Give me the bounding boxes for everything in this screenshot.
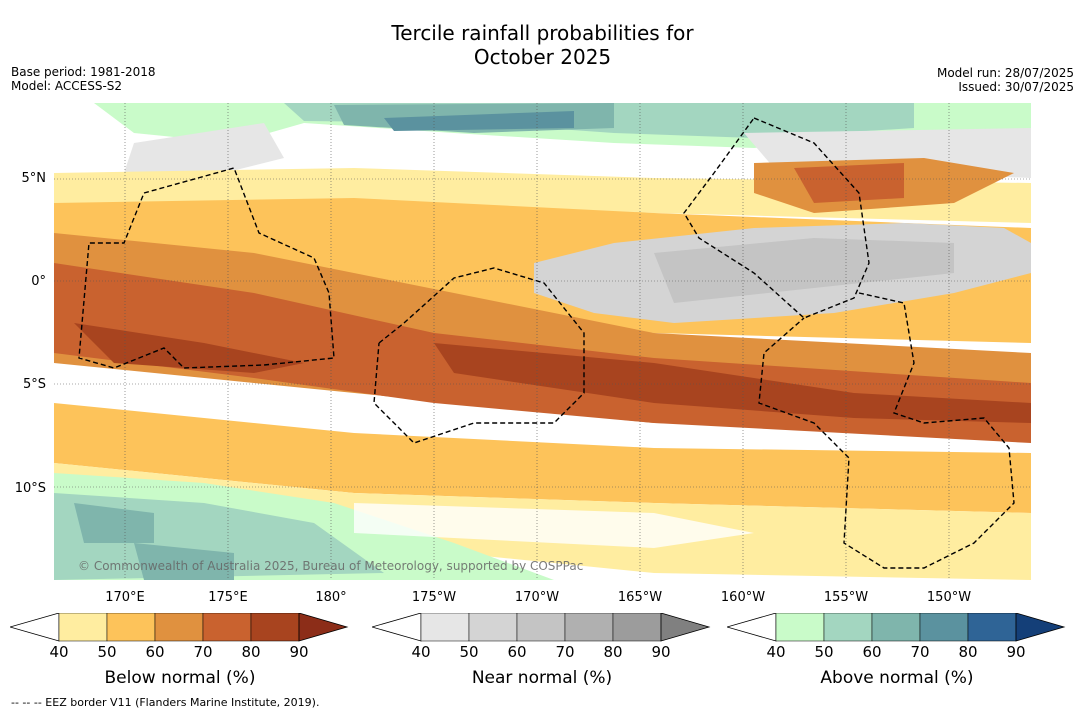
meta-left: Base period: 1981-2018 Model: ACCESS-S2 <box>11 65 156 93</box>
below-bin-50 <box>106 613 156 642</box>
near-bin-80 <box>612 613 662 642</box>
near-bin-50 <box>468 613 518 642</box>
map-title: Tercile rainfall probabilities for Octob… <box>0 21 1085 69</box>
normal-gap-south <box>354 503 754 548</box>
near-tick-90: 90 <box>651 643 671 661</box>
near-extend-high <box>660 613 711 642</box>
above-tick-40: 40 <box>766 643 786 661</box>
above-tick-90: 90 <box>1006 643 1026 661</box>
eez-footnote: -- -- -- EEZ border V11 (Flanders Marine… <box>11 696 320 709</box>
above-tick-70: 70 <box>910 643 930 661</box>
title-line-1: Tercile rainfall probabilities for <box>391 21 694 45</box>
above-tick-60: 60 <box>862 643 882 661</box>
colorbar-above-normal <box>727 613 1066 642</box>
issued-date: Issued: 30/07/2025 <box>958 80 1074 94</box>
below-tick-80: 80 <box>241 643 261 661</box>
near-bin-70 <box>564 613 614 642</box>
near-extend-low <box>372 613 422 642</box>
below-tick-60: 60 <box>145 643 165 661</box>
above-normal-south-strong-2 <box>134 543 234 580</box>
lat-label-10s: 10°S <box>14 481 46 496</box>
eez-border-line-islands-north <box>683 117 870 319</box>
near-tick-70: 70 <box>555 643 575 661</box>
near-tick-40: 40 <box>411 643 431 661</box>
copyright-notice: © Commonwealth of Australia 2025, Bureau… <box>78 559 584 573</box>
below-tick-40: 40 <box>49 643 69 661</box>
above-bin-60 <box>871 613 921 642</box>
graticule <box>54 103 1031 580</box>
above-normal-south-strong <box>74 503 154 543</box>
above-extend-high <box>1015 613 1066 642</box>
lon-label-175e: 175°E <box>208 590 248 605</box>
below-extend-low <box>10 613 60 642</box>
lon-label-165w: 165°W <box>617 590 663 605</box>
near-tick-50: 50 <box>459 643 479 661</box>
lon-label-155w: 155°W <box>823 590 869 605</box>
above-bin-70 <box>919 613 969 642</box>
lon-label-150w: 150°W <box>926 590 972 605</box>
near-normal-north-patch-west <box>124 123 284 178</box>
colorbar-near-normal <box>372 613 711 642</box>
lat-label-0: 0° <box>31 274 46 289</box>
above-extend-low <box>727 613 777 642</box>
map-svg <box>54 103 1031 580</box>
near-tick-60: 60 <box>507 643 527 661</box>
below-bin-70 <box>202 613 252 642</box>
below-bin-40 <box>58 613 108 642</box>
base-period: Base period: 1981-2018 <box>11 65 156 79</box>
below-tick-90: 90 <box>289 643 309 661</box>
lon-label-160w: 160°W <box>720 590 766 605</box>
meta-right: Model run: 28/07/2025 Issued: 30/07/2025 <box>937 66 1074 94</box>
below-bin-80 <box>250 613 300 642</box>
colorbar-title-near: Near normal (%) <box>471 668 613 688</box>
above-bin-40 <box>775 613 825 642</box>
colorbar-below-normal <box>10 613 349 642</box>
eez-border-phoenix <box>373 267 585 444</box>
eez-borders <box>78 117 1015 569</box>
lon-label-180: 180° <box>315 590 347 605</box>
lat-label-5n: 5°N <box>21 171 47 186</box>
model-run: Model run: 28/07/2025 <box>936 66 1074 80</box>
below-tick-50: 50 <box>97 643 117 661</box>
title-line-2: October 2025 <box>473 45 612 69</box>
above-tick-50: 50 <box>814 643 834 661</box>
near-bin-40 <box>420 613 470 642</box>
below-bin-60 <box>154 613 204 642</box>
probability-map[interactable] <box>54 103 1031 580</box>
above-normal-north-peak <box>384 111 574 131</box>
above-bin-50 <box>823 613 873 642</box>
below-normal-80-band-east <box>434 343 1031 423</box>
below-tick-70: 70 <box>193 643 213 661</box>
below-extend-high <box>298 613 349 642</box>
eez-border-line-islands-south <box>758 292 1015 569</box>
near-tick-80: 80 <box>603 643 623 661</box>
above-bin-80 <box>967 613 1017 642</box>
below-normal-north-east-core <box>794 163 904 203</box>
colorbar-title-below: Below normal (%) <box>104 668 256 688</box>
model-name: Model: ACCESS-S2 <box>11 79 123 93</box>
near-normal-equator-core <box>654 238 954 303</box>
lon-label-175w: 175°W <box>411 590 457 605</box>
near-bin-60 <box>516 613 566 642</box>
lon-label-170e: 170°E <box>105 590 145 605</box>
colorbar-title-above: Above normal (%) <box>820 668 974 688</box>
above-tick-80: 80 <box>958 643 978 661</box>
below-normal-50-band-south <box>54 403 1031 513</box>
lat-label-5s: 5°S <box>22 377 46 392</box>
lon-label-170w: 170°W <box>514 590 560 605</box>
eez-border-kiribati-gilbert <box>78 167 335 369</box>
